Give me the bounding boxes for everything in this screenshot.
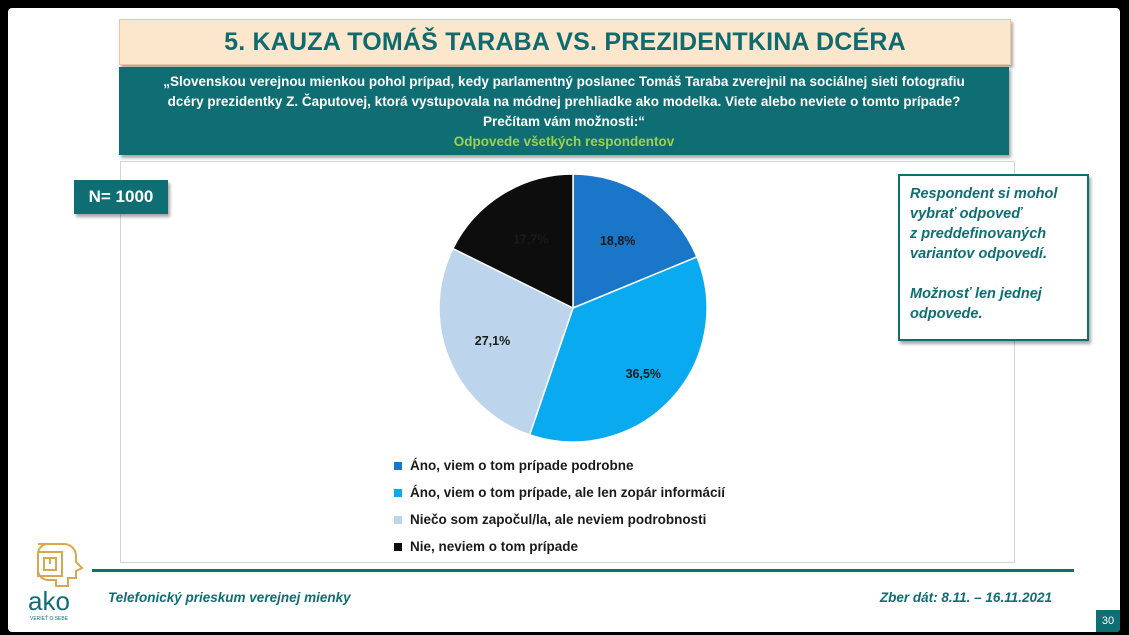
note-line-2: vybrať odpoveď: [910, 206, 1022, 222]
maze-head-icon: [37, 543, 84, 587]
note-line-3: z preddefinovaných: [910, 226, 1047, 242]
note-box: Respondent si mohol vybrať odpoveď z pre…: [898, 174, 1089, 341]
logo-tagline: VERIEŤ O SEBE: [30, 614, 69, 622]
legend-item-1: Áno, viem o tom prípade podrobne: [394, 452, 725, 479]
legend-label-2: Áno, viem o tom prípade, ale len zopár i…: [410, 485, 726, 500]
pie-slice-4: [451, 173, 574, 310]
pie-data-label-1: 18,8%: [600, 234, 635, 248]
pie-slice-2: [528, 255, 708, 443]
footer-data-collection: Zber dát: 8.11. – 16.11.2021: [879, 590, 1052, 605]
legend-swatch-4: [394, 542, 402, 551]
note-line-1: Respondent si mohol: [910, 186, 1058, 202]
question-subtitle: Odpovede všetkých respondentov: [453, 134, 675, 149]
note-line-4: variantov odpovedí.: [910, 246, 1047, 262]
chart-legend: Áno, viem o tom prípade podrobne Áno, vie…: [394, 452, 725, 560]
footer-survey-type: Telefonický prieskum verejnej mienky: [108, 590, 351, 605]
page-title: 5. KAUZA TOMÁŠ TARABA VS. PREZIDENTKINA …: [224, 27, 906, 56]
note-line-6: odpovede.: [910, 306, 983, 322]
legend-swatch-1: [394, 461, 402, 470]
logo-text: ako: [28, 586, 70, 616]
legend-swatch-2: [394, 488, 402, 497]
legend-item-2: Áno, viem o tom prípade, ale len zopár i…: [394, 479, 725, 506]
pie-data-label-4: 17,7%: [513, 233, 548, 247]
ako-logo: ako VERIEŤ O SEBE: [28, 543, 84, 622]
legend-label-1: Áno, viem o tom prípade podrobne: [410, 458, 634, 473]
legend-item-4: Nie, neviem o tom prípade: [394, 533, 725, 560]
legend-label-3: Niečo som započul/la, ale neviem podrobn…: [410, 512, 707, 527]
legend-swatch-3: [394, 515, 402, 524]
question-line-3: Prečítam vám možnosti:“: [482, 114, 646, 129]
page-number: 30: [1096, 610, 1120, 632]
question-line-2: dcéry prezidentky Z. Čaputovej, ktorá vy…: [167, 94, 961, 109]
question-box: „Slovenskou verejnou mienkou pohol prípa…: [119, 67, 1009, 155]
pie-slice-1: [572, 173, 698, 310]
note-line-5: Možnosť len jednej: [910, 286, 1042, 302]
footer-divider: [92, 569, 1074, 572]
pie-data-label-3: 27,1%: [475, 334, 510, 348]
legend-label-4: Nie, neviem o tom prípade: [410, 539, 579, 554]
sample-size-badge: N= 1000: [74, 180, 168, 214]
pie-data-label-2: 36,5%: [626, 367, 661, 381]
slide: 5. KAUZA TOMÁŠ TARABA VS. PREZIDENTKINA …: [8, 8, 1120, 632]
question-line-1: „Slovenskou verejnou mienkou pohol prípa…: [163, 74, 965, 89]
title-bar: 5. KAUZA TOMÁŠ TARABA VS. PREZIDENTKINA …: [119, 19, 1011, 65]
legend-item-3: Niečo som započul/la, ale neviem podrobn…: [394, 506, 725, 533]
pie-chart: 18,8% 36,5% 27,1% 17,7%: [438, 173, 708, 443]
pie-slice-3: [438, 247, 574, 436]
